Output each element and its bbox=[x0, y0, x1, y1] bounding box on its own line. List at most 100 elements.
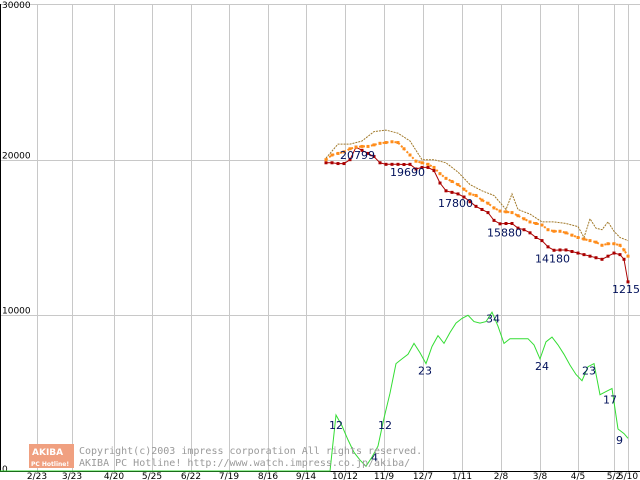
min_price-point bbox=[342, 162, 346, 166]
y-axis-ticks: 0 10000 20000 30000 bbox=[2, 1, 31, 475]
min_price-point bbox=[426, 165, 430, 169]
min_price-point bbox=[438, 181, 442, 185]
x-tick-label: 5/25 bbox=[142, 472, 162, 480]
avg_price-point bbox=[390, 140, 394, 144]
min_price-point bbox=[348, 158, 352, 162]
avg_price-point bbox=[522, 217, 526, 221]
min_price-point bbox=[564, 248, 568, 252]
x-tick-label: 5/10 bbox=[618, 472, 638, 480]
avg_price-point bbox=[336, 151, 340, 155]
avg_price-point bbox=[438, 172, 442, 176]
max_price-line bbox=[325, 129, 629, 242]
avg_price-point bbox=[534, 221, 538, 225]
avg_price-point bbox=[444, 176, 448, 180]
data-label: 12 bbox=[378, 419, 392, 432]
min_price-point bbox=[360, 148, 364, 152]
data-label: 24 bbox=[535, 360, 549, 373]
data-label: 12150 bbox=[612, 283, 640, 296]
x-tick-label: 1/11 bbox=[452, 472, 472, 480]
akiba-logo bbox=[29, 444, 74, 468]
avg_price-point bbox=[582, 237, 586, 241]
avg_price-point bbox=[510, 211, 514, 215]
chart-axes bbox=[0, 4, 640, 472]
data-label: 4 bbox=[371, 452, 378, 465]
min_price-point bbox=[522, 228, 526, 232]
chart-series bbox=[0, 129, 630, 472]
y-tick-label: 20000 bbox=[2, 152, 31, 162]
x-tick-label: 4/5 bbox=[571, 472, 585, 480]
min_price-point bbox=[626, 280, 630, 284]
site-url-text: AKIBA PC Hotline! http://www.watch.impre… bbox=[79, 458, 410, 469]
shop_count-line bbox=[0, 311, 629, 472]
x-tick-label: 8/16 bbox=[258, 472, 278, 480]
avg_price-point bbox=[498, 209, 502, 213]
min_price-point bbox=[366, 151, 370, 155]
avg_price-point bbox=[396, 141, 400, 145]
avg_price-point bbox=[588, 239, 592, 243]
data-label: 23 bbox=[582, 364, 596, 377]
avg_price-point bbox=[612, 242, 616, 246]
avg_price-point bbox=[626, 254, 630, 258]
avg_price-point bbox=[450, 179, 454, 183]
min_price-point bbox=[474, 204, 478, 208]
data-labels: 20799 19690 17800 15880 14180 12150 12 12 4 23 34 2… bbox=[329, 149, 640, 465]
min_price-point bbox=[498, 222, 502, 226]
min_price-point bbox=[408, 162, 412, 166]
min_price-point bbox=[540, 239, 544, 243]
x-axis-ticks: 2/23 3/23 4/20 5/25 6/22 7/19 8/16 9/14 10/12 11/… bbox=[27, 472, 638, 480]
avg_price-point bbox=[360, 144, 364, 148]
min_price-point bbox=[450, 190, 454, 194]
y-tick-label: 10000 bbox=[2, 307, 31, 317]
min_price-point bbox=[492, 218, 496, 222]
x-tick-label: 3/8 bbox=[533, 472, 548, 480]
avg_price-point bbox=[342, 150, 346, 154]
x-tick-label: 11/9 bbox=[374, 472, 394, 480]
min_price-point bbox=[594, 256, 598, 260]
avg_price-point bbox=[372, 143, 376, 147]
y-tick-label: 0 bbox=[2, 465, 8, 475]
akiba-logo-subtitle: PC Hotline! bbox=[31, 461, 69, 468]
x-tick-label: 4/20 bbox=[104, 472, 124, 480]
avg_price-point bbox=[504, 210, 508, 214]
avg_price-point bbox=[330, 153, 334, 157]
min_price-point bbox=[462, 195, 466, 199]
min_price-point bbox=[444, 189, 448, 193]
data-label: 9 bbox=[616, 434, 623, 447]
avg_price-point bbox=[486, 201, 490, 205]
min_price-point bbox=[384, 162, 388, 166]
copyright-watermark: AKIBA PC Hotline! Copyright(c)2003 impre… bbox=[29, 444, 422, 469]
min_price-point bbox=[402, 162, 406, 166]
avg_price-point bbox=[384, 141, 388, 145]
data-label: 15880 bbox=[487, 227, 522, 240]
avg_price-point bbox=[348, 147, 352, 151]
data-label: 17 bbox=[603, 393, 617, 406]
min_price-point bbox=[372, 155, 376, 159]
akiba-logo-title: AKIBA bbox=[32, 448, 63, 458]
avg_price-point bbox=[378, 141, 382, 145]
x-tick-label: 12/7 bbox=[413, 472, 433, 480]
data-label: 23 bbox=[418, 364, 432, 377]
min_price-point bbox=[588, 254, 592, 258]
min_price-point bbox=[480, 207, 484, 211]
min_price-point bbox=[330, 161, 334, 165]
min_price-point bbox=[600, 257, 604, 261]
min_price-point bbox=[414, 167, 418, 171]
avg_price-point bbox=[540, 223, 544, 227]
x-tick-label: 7/19 bbox=[219, 472, 239, 480]
min_price-point bbox=[528, 231, 532, 235]
data-label: 17800 bbox=[438, 197, 473, 210]
avg_price-point bbox=[606, 242, 610, 246]
min_price-point bbox=[378, 161, 382, 165]
avg_price-point bbox=[564, 231, 568, 235]
avg_price-point bbox=[402, 147, 406, 151]
min_price-point bbox=[420, 165, 424, 169]
y-tick-label: 30000 bbox=[2, 1, 31, 11]
avg_price-point bbox=[570, 233, 574, 237]
min_price-point bbox=[336, 162, 340, 166]
data-label: 14180 bbox=[535, 252, 570, 265]
min_price-point bbox=[570, 250, 574, 254]
x-tick-label: 3/23 bbox=[62, 472, 82, 480]
x-tick-label: 5/2 bbox=[607, 472, 621, 480]
avg_price-point bbox=[468, 192, 472, 196]
